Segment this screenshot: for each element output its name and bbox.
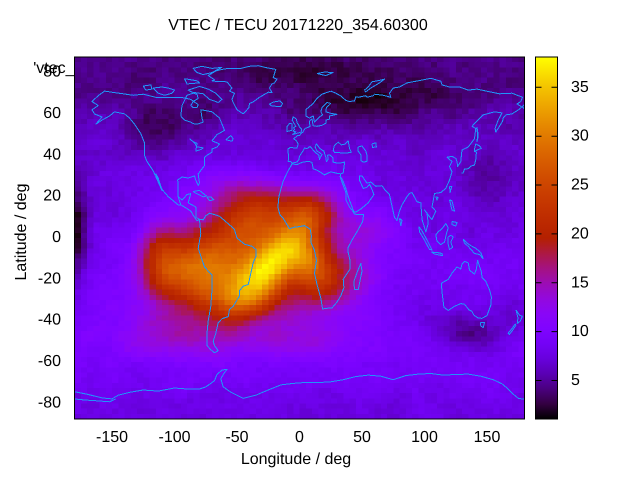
svg-text:15: 15 [571,274,589,291]
svg-text:-40: -40 [38,312,61,329]
svg-text:-60: -60 [38,353,61,370]
svg-text:30: 30 [571,128,589,145]
svg-text:80: 80 [43,64,61,81]
svg-text:5: 5 [571,372,580,389]
svg-text:25: 25 [571,177,589,194]
svg-text:10: 10 [571,323,589,340]
svg-text:0: 0 [52,229,61,246]
svg-text:50: 50 [353,429,371,446]
svg-text:Latitude / deg: Latitude / deg [13,184,30,281]
svg-text:0: 0 [295,429,304,446]
svg-text:-20: -20 [38,270,61,287]
svg-text:-100: -100 [158,429,190,446]
svg-text:-150: -150 [96,429,128,446]
svg-text:-50: -50 [225,429,248,446]
svg-text:20: 20 [571,225,589,242]
svg-text:60: 60 [43,105,61,122]
svg-text:150: 150 [474,429,501,446]
svg-text:20: 20 [43,188,61,205]
svg-text:'vtec_: 'vtec_ [33,60,75,77]
svg-text:VTEC / TECU 20171220_354.60300: VTEC / TECU 20171220_354.60300 [168,17,428,34]
svg-text:100: 100 [411,429,438,446]
svg-text:40: 40 [43,146,61,163]
svg-text:-80: -80 [38,395,61,412]
svg-text:Longitude / deg: Longitude / deg [241,451,351,468]
svg-text:35: 35 [571,79,589,96]
